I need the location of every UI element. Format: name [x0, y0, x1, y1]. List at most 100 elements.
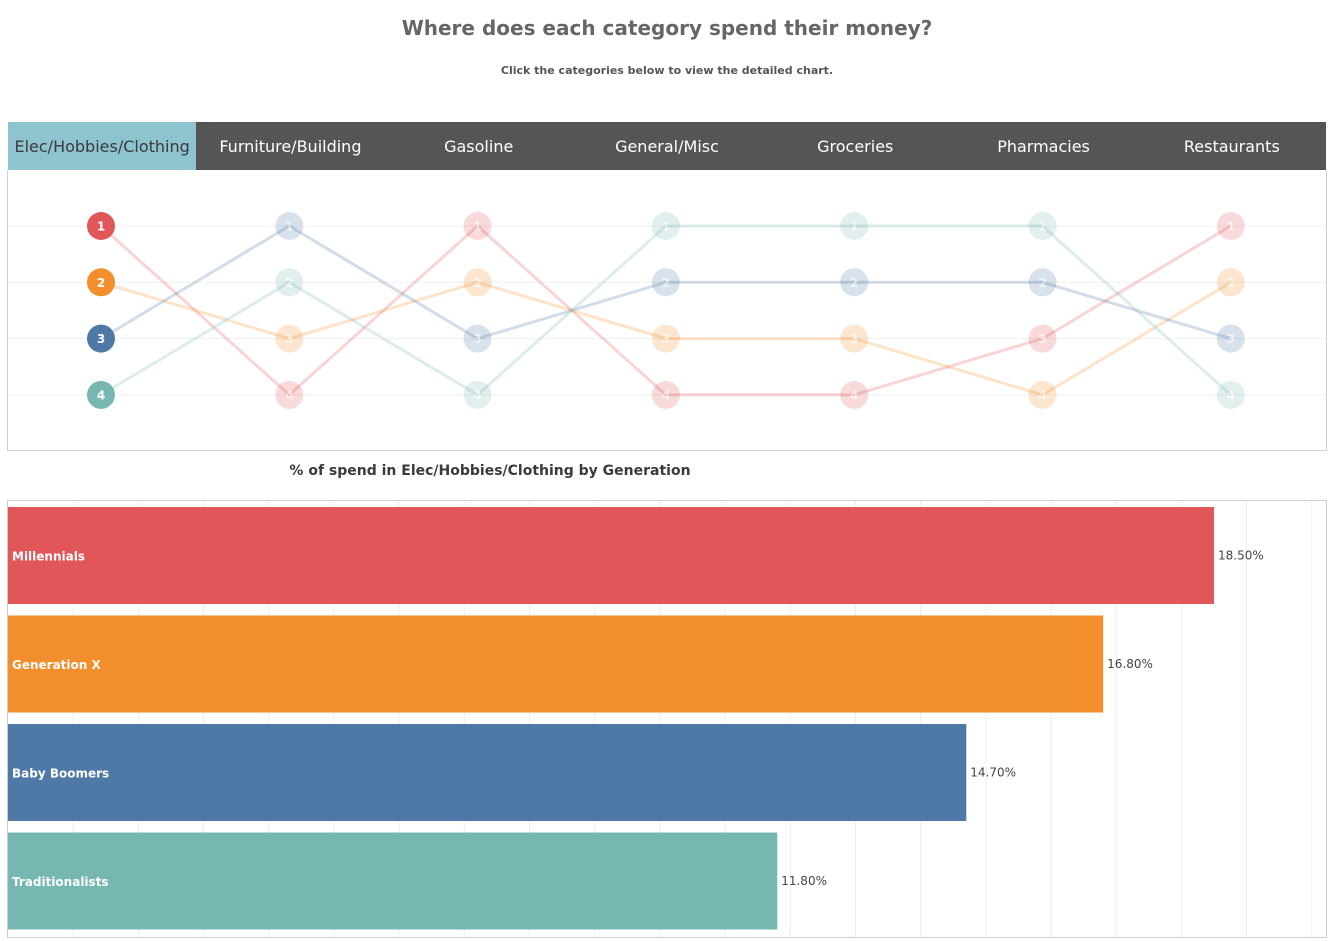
rank-marker[interactable]: 4 — [840, 380, 869, 409]
rank-label: 1 — [1038, 220, 1046, 234]
rank-point — [1028, 268, 1057, 297]
bar-category-label: Baby Boomers — [12, 767, 109, 781]
rank-label: 3 — [662, 332, 670, 346]
rank-marker[interactable]: 3 — [87, 324, 115, 353]
spend-bar-chart: Millennials 18.50% Generation X 16.80% Baby … — [8, 501, 1313, 937]
rank-marker[interactable]: 4 — [651, 380, 680, 409]
rank-point — [1216, 380, 1245, 409]
rank-point — [1216, 268, 1245, 297]
rank-bump-chart: 1 4 1 4 4 3 1 2 3 2 3 3 4 2 3 1 3 2 2 2 3 4 2 4 1 1 1 4 — [8, 212, 1326, 409]
rank-label: 2 — [285, 276, 293, 290]
rank-marker[interactable]: 3 — [463, 324, 492, 353]
tab-furniture-building[interactable]: Furniture/Building — [219, 137, 362, 156]
tab-elec-hobbies-clothing[interactable]: Elec/Hobbies/Clothing — [8, 122, 197, 170]
rank-marker[interactable]: 3 — [651, 324, 680, 353]
rank-label: 1 — [662, 220, 670, 234]
rank-label: 3 — [285, 332, 293, 346]
rank-label: 1 — [850, 220, 858, 234]
rank-label: 4 — [850, 388, 858, 402]
rank-marker[interactable]: 1 — [87, 212, 115, 240]
rank-marker[interactable]: 2 — [1028, 268, 1057, 297]
rank-point — [840, 268, 869, 297]
rank-label: 1 — [97, 220, 105, 234]
rank-point — [275, 212, 304, 240]
rank-marker[interactable]: 4 — [463, 380, 492, 409]
bar-category-label: Millennials — [12, 550, 85, 564]
tab-pharmacies[interactable]: Pharmacies — [997, 137, 1090, 156]
rank-label: 4 — [473, 388, 481, 402]
rank-point — [651, 324, 680, 353]
rank-label: 2 — [850, 276, 858, 290]
rank-marker[interactable]: 3 — [840, 324, 869, 353]
rank-point — [275, 380, 304, 409]
tab-groceries[interactable]: Groceries — [817, 137, 894, 156]
rank-point — [651, 268, 680, 297]
rank-point — [840, 212, 869, 240]
rank-label: 3 — [850, 332, 858, 346]
rank-marker[interactable]: 1 — [463, 212, 492, 240]
rank-point — [275, 324, 304, 353]
rank-marker[interactable]: 2 — [840, 268, 869, 297]
rank-marker[interactable]: 4 — [87, 380, 115, 409]
rank-point — [463, 268, 492, 297]
rank-point — [651, 380, 680, 409]
rank-point — [275, 268, 304, 297]
rank-marker[interactable]: 3 — [275, 324, 304, 353]
rank-point — [463, 324, 492, 353]
rank-label: 1 — [473, 220, 481, 234]
rank-point — [840, 380, 869, 409]
rank-marker[interactable]: 2 — [1216, 268, 1245, 297]
rank-point — [87, 380, 115, 409]
rank-label: 2 — [97, 276, 105, 290]
rank-line-traditionalists — [100, 224, 1232, 397]
bar-millennials[interactable] — [8, 507, 1214, 604]
rank-point — [1028, 324, 1057, 353]
bar-value-label: 18.50% — [1218, 549, 1264, 563]
rank-label: 3 — [97, 332, 105, 346]
rank-marker[interactable]: 2 — [275, 268, 304, 297]
rank-marker[interactable]: 2 — [463, 268, 492, 297]
rank-label: 4 — [97, 388, 105, 402]
rank-bump-chart-panel: 1 4 1 4 4 3 1 2 3 2 3 3 4 2 3 1 3 2 2 2 3 4 2 4 1 1 1 4 — [7, 170, 1327, 451]
rank-marker[interactable]: 3 — [1216, 324, 1245, 353]
rank-marker[interactable]: 4 — [275, 380, 304, 409]
rank-point — [87, 268, 115, 297]
rank-marker[interactable]: 2 — [87, 268, 115, 297]
rank-line-baby-boomers — [100, 224, 1232, 341]
rank-marker[interactable]: 1 — [1216, 212, 1245, 240]
rank-label: 3 — [1038, 332, 1046, 346]
rank-marker[interactable]: 1 — [1028, 212, 1057, 240]
tab-general-misc[interactable]: General/Misc — [615, 137, 719, 156]
rank-marker[interactable]: 1 — [651, 212, 680, 240]
bar-traditionalists[interactable] — [8, 832, 778, 930]
bar-category-label: Traditionalists — [12, 875, 109, 889]
tab-restaurants[interactable]: Restaurants — [1183, 137, 1280, 156]
rank-point — [1216, 212, 1245, 240]
dashboard-subtitle: Click the categories below to view the d… — [500, 64, 834, 77]
rank-label: 3 — [473, 332, 481, 346]
bar-chart-title: % of spend in Elec/Hobbies/Clothing by G… — [289, 463, 691, 479]
rank-label: 2 — [1038, 276, 1046, 290]
rank-marker[interactable]: 4 — [1028, 380, 1057, 409]
rank-marker[interactable]: 4 — [1216, 380, 1245, 409]
bar-category-label: Generation X — [12, 658, 102, 672]
rank-label: 2 — [1227, 276, 1235, 290]
bar-generation-x[interactable] — [8, 615, 1104, 713]
rank-line-generation-x — [100, 280, 1232, 397]
rank-marker[interactable]: 1 — [840, 212, 869, 240]
rank-marker[interactable]: 2 — [651, 268, 680, 297]
rank-point — [87, 212, 115, 240]
rank-marker[interactable]: 3 — [1028, 324, 1057, 353]
rank-label: 1 — [285, 220, 293, 234]
rank-label: 4 — [662, 388, 670, 402]
rank-point — [1028, 380, 1057, 409]
rank-point — [1216, 324, 1245, 353]
rank-label: 4 — [285, 388, 293, 402]
rank-point — [463, 380, 492, 409]
bar-value-label: 14.70% — [970, 766, 1016, 780]
bar-baby-boomers[interactable] — [8, 724, 967, 821]
rank-point — [840, 324, 869, 353]
tab-gasoline[interactable]: Gasoline — [444, 137, 514, 156]
rank-marker[interactable]: 1 — [275, 212, 304, 240]
rank-point — [1028, 212, 1057, 240]
